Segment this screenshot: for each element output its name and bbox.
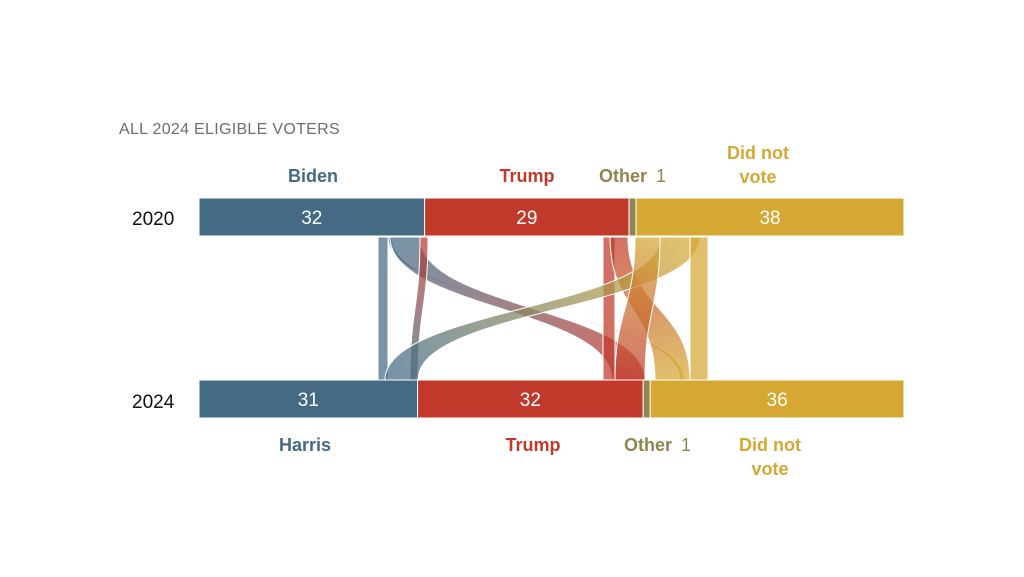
chart-title: ALL 2024 ELIGIBLE VOTERS	[119, 121, 340, 138]
bar-2020-biden	[198, 197, 426, 237]
label-dnv-2020-line1: Did not	[727, 143, 789, 163]
bar-value-2020-did-not-vote: 38	[759, 208, 780, 229]
bar-2020-other	[628, 197, 637, 237]
label-other-2024-value: 1	[681, 435, 691, 455]
bars: 32 29 38 31 32 36	[198, 197, 905, 419]
label-trump-2024: Trump	[505, 435, 560, 455]
label-dnv-2024-line2: vote	[751, 459, 788, 479]
bar-value-2020-trump: 29	[516, 208, 537, 229]
bar-value-2024-did-not-vote: 36	[767, 390, 788, 411]
label-dnv-2020-line2: vote	[739, 167, 776, 187]
bar-value-2024-harris: 31	[298, 390, 319, 411]
label-dnv-2024-line1: Did not	[739, 435, 801, 455]
bar-2024-trump	[417, 379, 644, 419]
row-label-2024: 2024	[132, 392, 175, 413]
flow-biden-to-harris	[377, 236, 389, 381]
bar-2020-trump	[424, 197, 630, 237]
label-other-2024: Other	[624, 435, 672, 455]
bar-2024-other	[642, 379, 651, 419]
row-label-2020: 2020	[132, 209, 174, 230]
bar-value-2020-biden: 32	[301, 208, 322, 229]
label-other-2020-value: 1	[656, 166, 666, 186]
flow-did-not-vote-to-did-not-vote	[689, 236, 709, 381]
label-harris: Harris	[279, 435, 331, 455]
label-other-2020: Other	[599, 166, 647, 186]
flows	[377, 236, 709, 381]
bar-2020-did-not-vote	[635, 197, 905, 237]
label-trump-2020: Trump	[499, 166, 554, 186]
label-biden: Biden	[288, 166, 338, 186]
bar-2024-did-not-vote	[649, 379, 905, 419]
bar-2024-harris	[198, 379, 419, 419]
bar-value-2024-trump: 32	[520, 390, 541, 411]
